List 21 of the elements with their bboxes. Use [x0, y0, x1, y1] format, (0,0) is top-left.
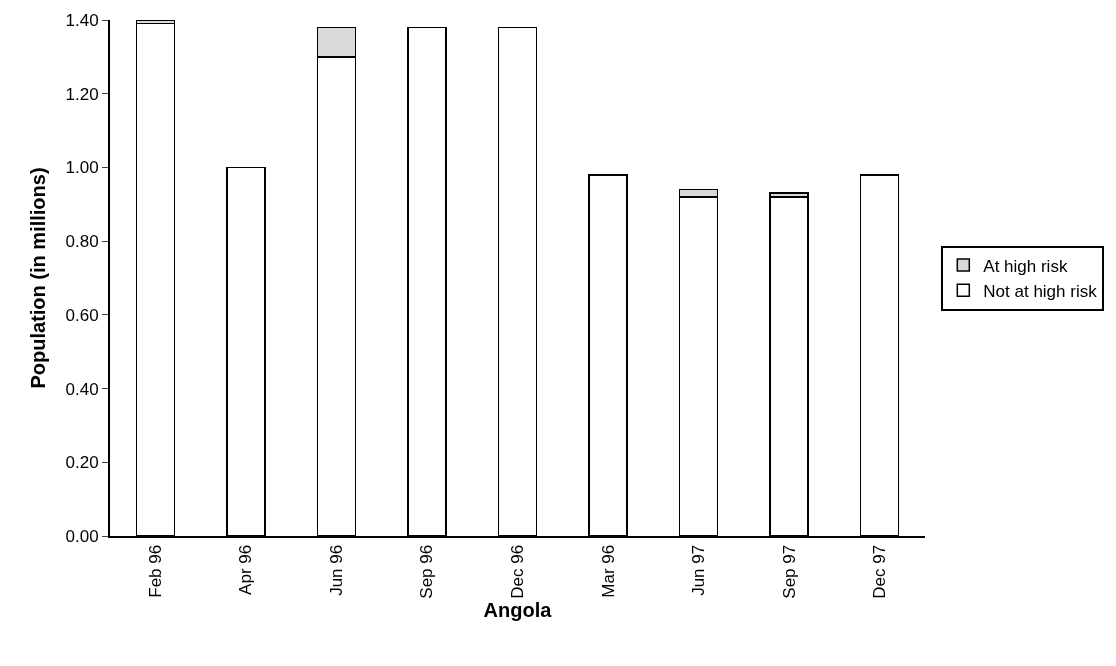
y-tick-label: 1.00 [65, 158, 99, 178]
y-tick-label: 0.20 [65, 453, 99, 473]
y-axis-title: Population (in millions) [26, 167, 49, 389]
x-tick-label: Sep 96 [417, 544, 437, 599]
y-tick-label: 1.20 [65, 84, 99, 104]
y-tick-label: 0.00 [65, 526, 99, 546]
x-tick-label: Dec 96 [508, 544, 528, 599]
x-tick-label: Mar 96 [598, 544, 618, 598]
x-tick-label: Jun 96 [326, 544, 346, 596]
legend-label: At high risk [983, 256, 1068, 276]
y-tick-label: 0.60 [65, 305, 99, 325]
legend-label: Not at high risk [983, 281, 1098, 301]
x-axis-title: Angola [483, 598, 553, 621]
x-tick-label: Apr 96 [236, 544, 256, 595]
x-tick-label: Sep 97 [779, 544, 799, 599]
y-tick-label: 1.40 [65, 10, 99, 30]
x-tick-label: Feb 96 [145, 544, 165, 598]
y-tick-label: 0.40 [65, 379, 99, 399]
x-tick-label: Dec 97 [870, 544, 890, 599]
x-tick-label: Jun 97 [689, 544, 709, 596]
y-tick-label: 0.80 [65, 232, 99, 252]
